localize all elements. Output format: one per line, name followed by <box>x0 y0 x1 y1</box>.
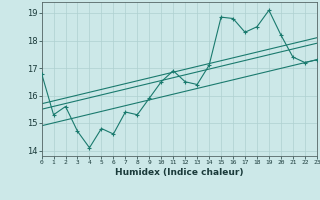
X-axis label: Humidex (Indice chaleur): Humidex (Indice chaleur) <box>115 168 244 177</box>
